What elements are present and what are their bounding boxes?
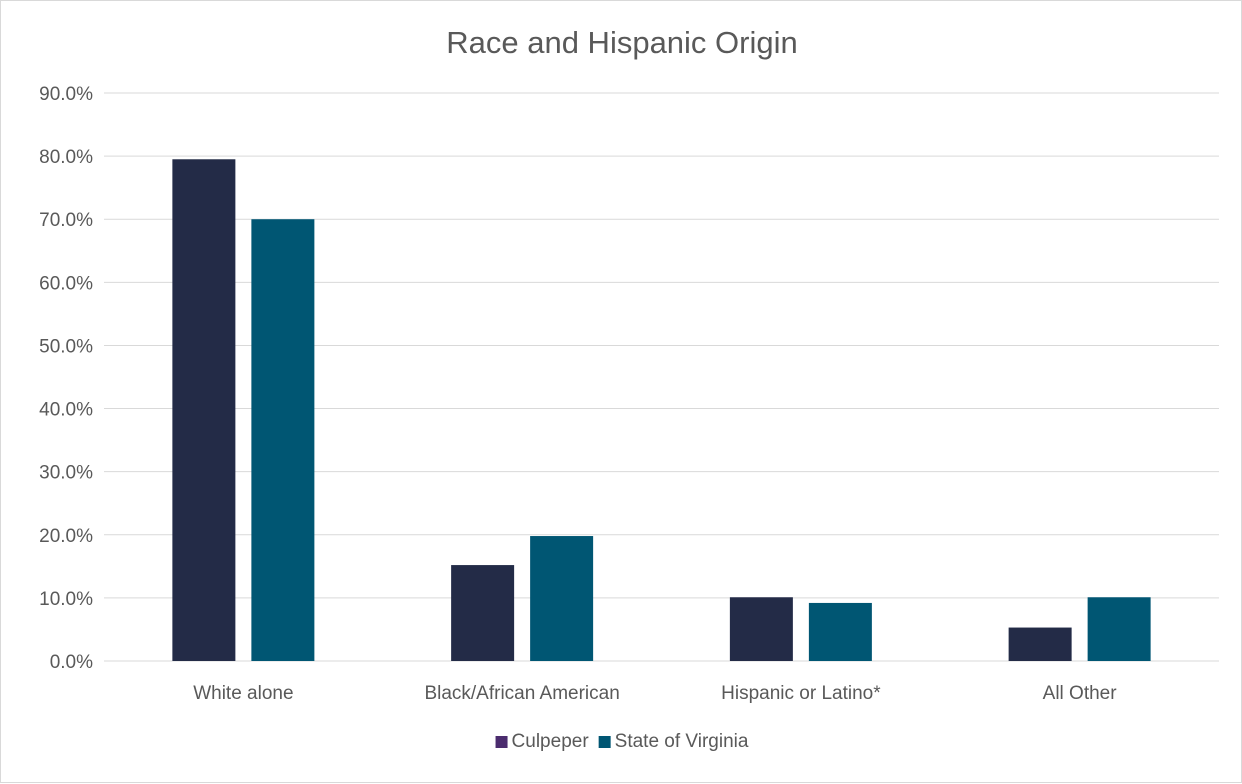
y-tick-label: 0.0%	[50, 652, 93, 673]
y-tick-label: 20.0%	[39, 526, 93, 547]
y-tick-label: 60.0%	[39, 273, 93, 294]
y-tick-label: 30.0%	[39, 463, 93, 484]
bar-state-of-virginia	[251, 219, 315, 661]
bars	[172, 159, 1151, 661]
legend-label: State of Virginia	[615, 731, 749, 752]
y-tick-label: 80.0%	[39, 147, 93, 168]
legend-item: State of Virginia	[598, 731, 749, 752]
bar-culpeper	[729, 597, 793, 661]
y-tick-label: 70.0%	[39, 210, 93, 231]
chart-title: Race and Hispanic Origin	[446, 25, 798, 60]
bar-state-of-virginia	[530, 536, 594, 661]
y-tick-label: 40.0%	[39, 400, 93, 421]
legend-item: Culpeper	[495, 731, 590, 752]
y-tick-label: 10.0%	[39, 589, 93, 610]
bar-state-of-virginia	[1087, 597, 1151, 661]
legend: Culpeper State of Virginia	[495, 731, 749, 752]
legend-swatch	[598, 736, 611, 748]
bar-culpeper	[1008, 627, 1072, 661]
x-category-label: Hispanic or Latino*	[721, 683, 881, 704]
bar-culpeper	[451, 565, 515, 661]
x-axis-categories: White alone Black/African American Hispani…	[193, 683, 1117, 704]
legend-swatch	[495, 736, 508, 748]
bar-culpeper	[172, 159, 236, 661]
y-axis-ticks: 0.0% 10.0% 20.0% 30.0% 40.0% 50.0% 60.0% 70.0% 8…	[39, 84, 93, 673]
x-category-label: All Other	[1043, 683, 1118, 704]
x-category-label: Black/African American	[424, 683, 619, 704]
bar-state-of-virginia	[808, 602, 872, 661]
y-tick-label: 90.0%	[39, 84, 93, 105]
legend-label: Culpeper	[512, 731, 590, 752]
y-tick-label: 50.0%	[39, 336, 93, 357]
x-category-label: White alone	[193, 683, 293, 704]
